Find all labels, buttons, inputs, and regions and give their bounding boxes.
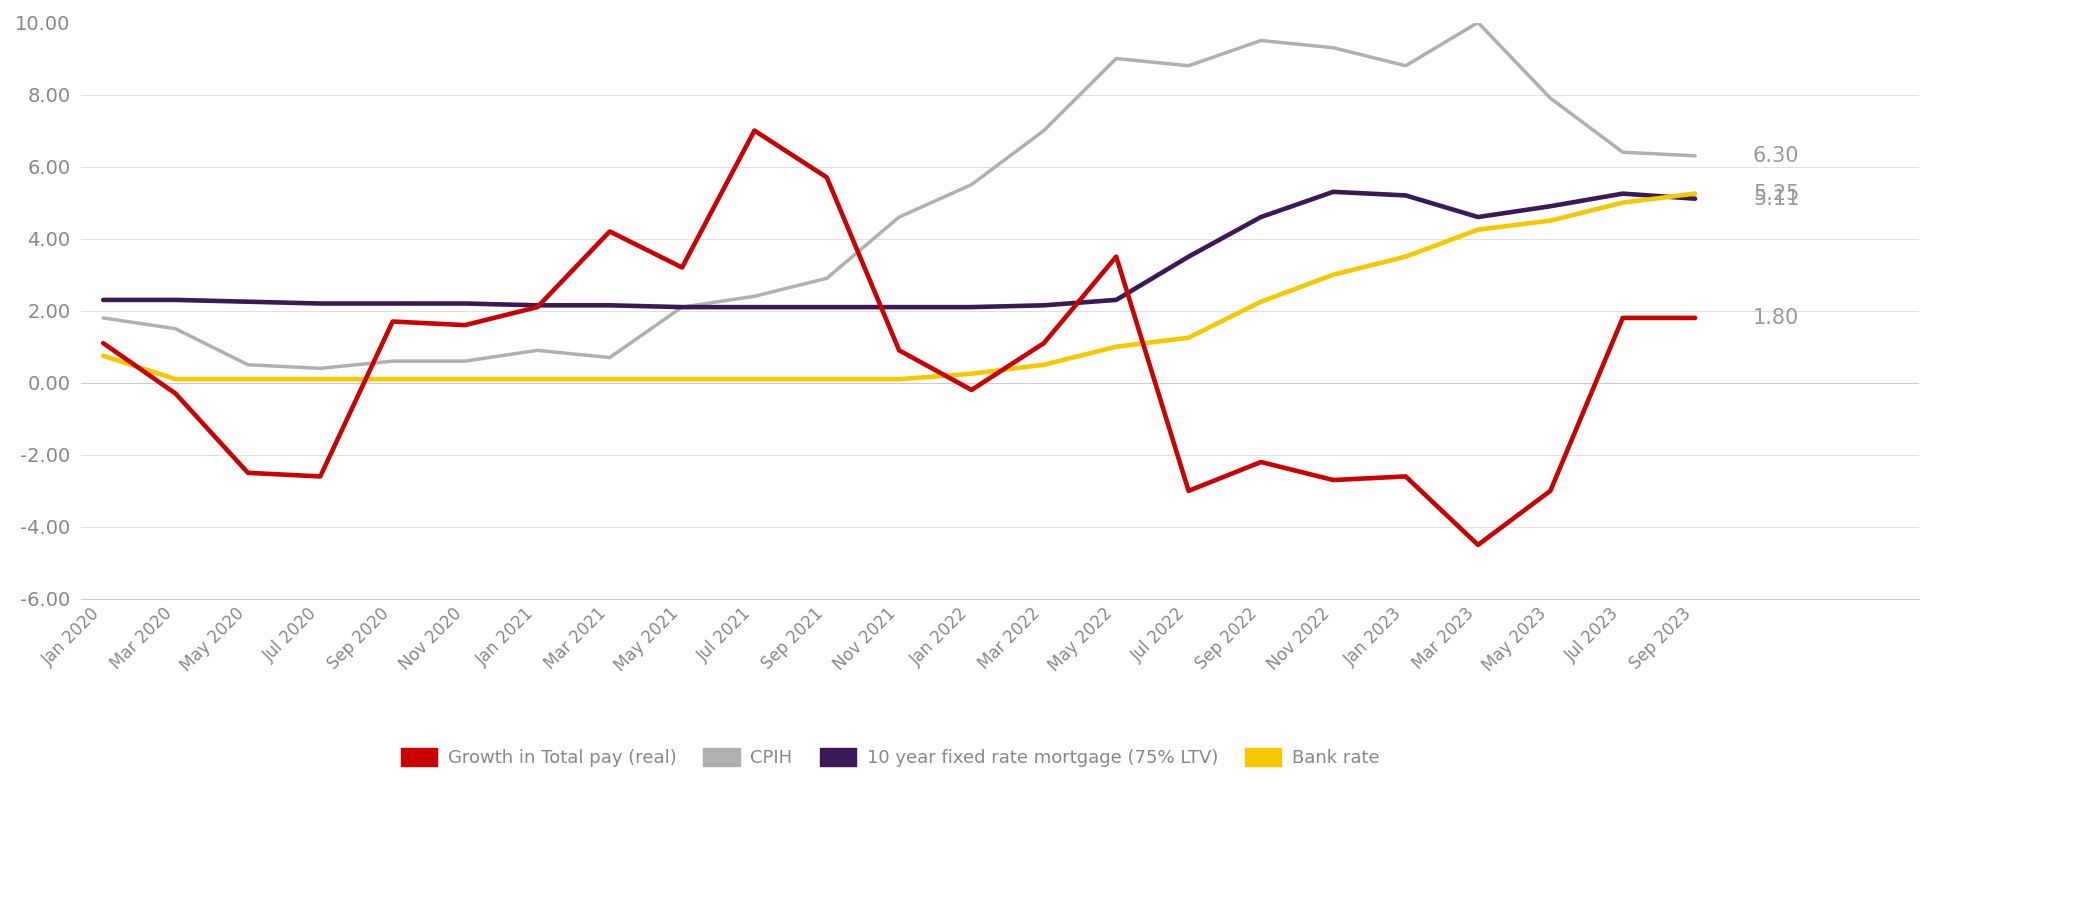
Text: 5.11: 5.11: [1753, 189, 1799, 208]
Text: 1.80: 1.80: [1753, 308, 1799, 328]
Legend: Growth in Total pay (real), CPIH, 10 year fixed rate mortgage (75% LTV), Bank ra: Growth in Total pay (real), CPIH, 10 yea…: [393, 741, 1387, 774]
Text: 5.25: 5.25: [1753, 183, 1799, 204]
Text: 6.30: 6.30: [1753, 145, 1799, 166]
